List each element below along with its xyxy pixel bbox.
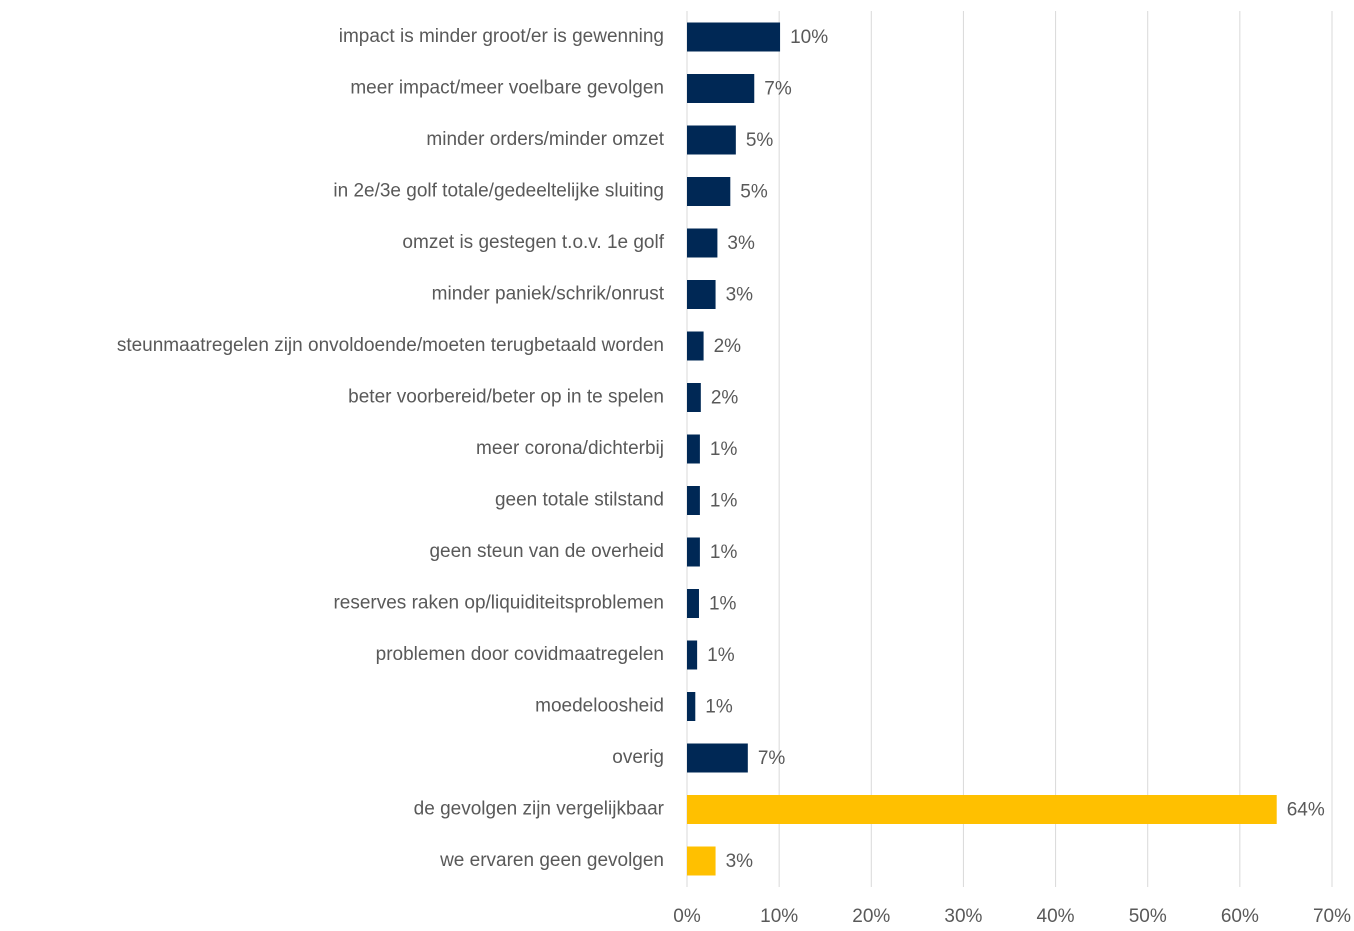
x-tick-label: 60%: [1221, 906, 1259, 926]
bar: [687, 74, 755, 103]
category-label: problemen door covidmaatregelen: [376, 644, 664, 665]
bar: [687, 846, 716, 876]
bar: [687, 228, 718, 258]
x-tick-label: 70%: [1313, 906, 1351, 926]
x-tick-label: 40%: [1037, 906, 1075, 926]
category-label: omzet is gestegen t.o.v. 1e golf: [402, 232, 664, 253]
bar: [687, 486, 700, 515]
data-label: 7%: [764, 79, 792, 100]
bar: [687, 795, 1277, 824]
data-label: 1%: [710, 439, 738, 460]
category-label: de gevolgen zijn vergelijkbaar: [414, 799, 665, 820]
category-label: geen steun van de overheid: [429, 541, 664, 562]
category-label: minder paniek/schrik/onrust: [432, 284, 665, 305]
x-tick-label: 10%: [760, 906, 798, 926]
data-label: 1%: [710, 491, 738, 512]
category-label: in 2e/3e golf totale/gedeeltelijke sluit…: [333, 181, 664, 202]
category-label: meer impact/meer voelbare gevolgen: [350, 78, 664, 99]
bar: [687, 125, 736, 155]
data-label: 3%: [727, 233, 755, 254]
category-label: meer corona/dichterbij: [476, 438, 664, 459]
category-label: steunmaatregelen zijn onvoldoende/moeten…: [117, 335, 664, 356]
category-label: impact is minder groot/er is gewenning: [339, 26, 664, 47]
category-label: minder orders/minder omzet: [426, 129, 664, 150]
bar: [687, 22, 781, 52]
x-tick-label: 20%: [852, 906, 890, 926]
bar: [687, 383, 701, 412]
data-label: 3%: [726, 285, 754, 306]
category-label: overig: [612, 747, 664, 768]
data-label: 1%: [709, 594, 737, 615]
bar: [687, 177, 731, 206]
x-tick-label: 50%: [1129, 906, 1167, 926]
category-label: we ervaren geen gevolgen: [439, 850, 664, 871]
data-label: 64%: [1287, 800, 1325, 821]
x-tick-label: 30%: [944, 906, 982, 926]
data-label: 5%: [746, 130, 774, 151]
data-label: 1%: [710, 542, 738, 563]
data-label: 5%: [740, 182, 768, 203]
bar: [687, 537, 700, 567]
data-label: 3%: [726, 851, 754, 872]
category-label: moedeloosheid: [535, 696, 664, 717]
category-label: beter voorbereid/beter op in te spelen: [348, 387, 664, 408]
data-label: 2%: [711, 388, 739, 409]
bar: [687, 434, 700, 464]
bar: [687, 331, 704, 361]
category-label: reserves raken op/liquiditeitsproblemen: [333, 593, 664, 614]
data-label: 1%: [705, 697, 733, 718]
data-label: 2%: [714, 336, 742, 357]
x-tick-label: 0%: [673, 906, 701, 926]
bar: [687, 589, 699, 618]
bar: [687, 743, 748, 773]
data-label: 10%: [790, 27, 828, 48]
data-label: 1%: [707, 645, 735, 666]
bar: [687, 692, 696, 721]
category-label: geen totale stilstand: [495, 490, 664, 511]
bar: [687, 280, 716, 309]
data-label: 7%: [758, 748, 786, 769]
bar: [687, 640, 698, 670]
